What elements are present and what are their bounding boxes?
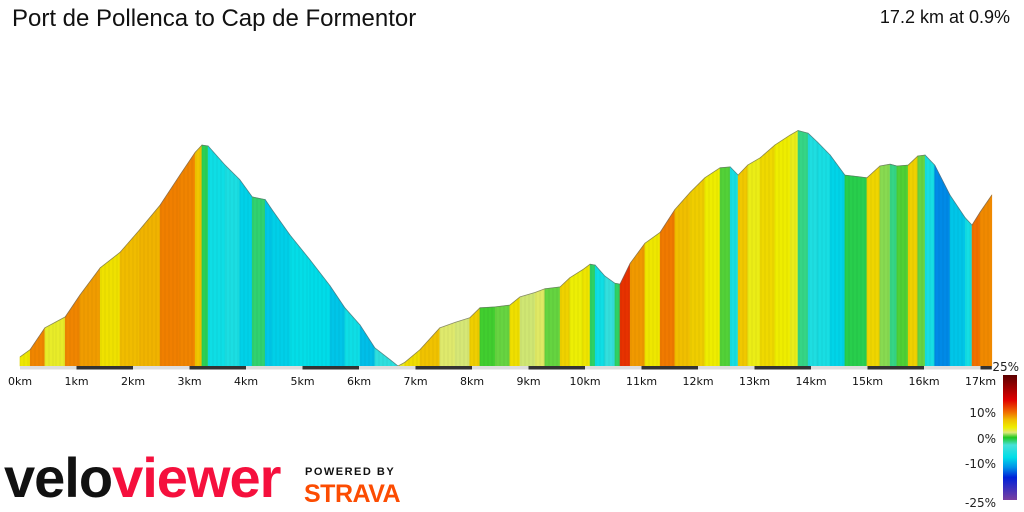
km-bar-segment [980,366,992,370]
x-tick-label: 2km [121,375,145,388]
km-bar-segment [698,366,755,370]
km-bar-segment [302,366,359,370]
x-tick-label: 7km [403,375,427,388]
x-tick-label: 11km [626,375,657,388]
km-bar-segment [76,366,133,370]
gradient-segment [251,196,266,367]
gradient-segment [309,258,331,367]
legend-colorbar [1003,375,1017,500]
km-bar-segment [415,366,472,370]
gradient-segment [979,194,993,367]
gradient-segment [917,154,926,367]
km-bar-segment [472,366,529,370]
x-tick-label: 6km [347,375,371,388]
km-bar-segment [867,366,924,370]
x-tick-label: 8km [460,375,484,388]
x-tick-label: 12km [682,375,713,388]
gradient-segment [139,204,161,367]
x-tick-label: 16km [908,375,939,388]
km-bar-segment [189,366,246,370]
km-bar-segment [754,366,811,370]
gradient-segment [674,191,691,367]
gradient-segment [569,269,584,367]
gradient-segment [582,263,591,367]
gradient-segment [271,208,291,367]
km-bar-segment [246,366,303,370]
x-tick-label: 10km [569,375,600,388]
km-scale-bar [20,366,992,370]
route-summary: 17.2 km at 0.9% [879,7,1010,27]
x-tick-label: 13km [739,375,770,388]
legend-label-10: 10% [969,406,996,420]
x-tick-label: 0km [8,375,32,388]
gradient-segment [896,164,909,367]
gradient-segment [439,321,456,367]
profile-outline [19,130,993,367]
x-tick-label: 14km [795,375,826,388]
gradient-segment [879,163,891,367]
x-tick-label: 4km [234,375,258,388]
legend-label-minus25: -25% [965,496,996,510]
x-tick-label: 17km [965,375,996,388]
logo-viewer: viewer [112,446,281,509]
gradient-segment [704,167,721,367]
km-bar-segment [359,366,416,370]
km-bar-segment [528,366,585,370]
veloviewer-logo: veloviewer [4,446,281,509]
km-bar-segment [585,366,642,370]
gradient-segment [374,347,391,367]
logo-velo: velo [4,446,113,509]
x-axis-ticks: 0km 1km 2km 3km 4km 5km 6km 7km 8km 9km 10km 11km 12… [8,375,996,388]
gradient-segment [239,178,253,367]
km-bar-segment [641,366,698,370]
legend-label-25: 25% [992,360,1019,374]
km-bar-segment [924,366,981,370]
legend-label-0: 0% [977,432,996,446]
gradient-segment [19,349,31,367]
gradient-segment [79,266,101,367]
route-title: Port de Pollenca to Cap de Formentor [12,5,417,32]
x-tick-label: 1km [64,375,88,388]
gradient-segment [866,165,881,367]
gradient-segment [774,134,791,367]
x-tick-label: 9km [516,375,540,388]
km-bar-segment [20,366,77,370]
x-tick-label: 15km [852,375,883,388]
gradient-segment [934,164,951,367]
gradient-segment [817,141,831,367]
km-bar-segment [133,366,190,370]
powered-by-label: POWERED BY [305,466,396,478]
x-tick-label: 3km [177,375,201,388]
legend-label-minus10: -10% [965,457,996,471]
strava-logo: STRAVA [304,480,401,508]
gradient-segment [404,348,421,367]
km-bar-segment [811,366,868,370]
gradient-strips [19,130,993,367]
x-tick-label: 5km [290,375,314,388]
gradient-segment [747,157,761,367]
gradient-segment [201,144,209,367]
gradient-segment [44,321,56,367]
